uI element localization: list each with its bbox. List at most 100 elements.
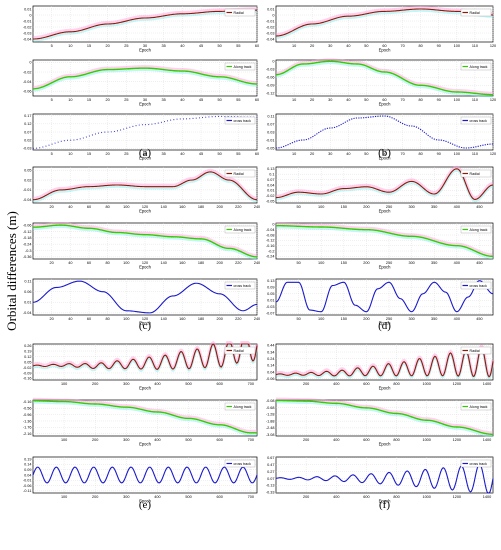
x-tick-label: 100: [61, 495, 67, 499]
panel-a: 5 10 15 20 25 30 35 40 45 50 55 600.010-0.01-0.02-0…: [23, 5, 259, 161]
x-tick-label: 50: [218, 44, 222, 48]
y-tick-label: 0.04: [267, 370, 274, 374]
observation-trace: [33, 401, 257, 436]
series-line: [275, 115, 494, 149]
x-tick-label: 100: [454, 152, 460, 156]
panel-c: 20 40 60 80 100 120 140 160 180 200 220 240 0.05 0.02…: [23, 166, 260, 332]
series-line: [275, 8, 494, 37]
observation-trace: [32, 172, 258, 203]
legend-label: Radial: [234, 172, 244, 176]
y-tick-label: 0.1: [269, 173, 274, 177]
x-tick-label: 100: [454, 44, 460, 48]
y-tick-label: -0.16: [23, 400, 32, 404]
y-tick-label: -0.06: [266, 76, 275, 80]
series-line: [32, 115, 257, 149]
x-tick-label: 200: [303, 438, 309, 442]
y-tick-label: -0.96: [23, 413, 32, 417]
y-tick-label: -0.02: [23, 366, 32, 370]
x-tick-label: 400: [454, 317, 460, 321]
subplot-along-track: 5 10 15 20 25 30 35 40 45 50 55 60 0 -0.02 -0.04 -0.06 E…: [23, 59, 259, 107]
x-axis-title: Epoch: [139, 156, 152, 161]
y-tick-label: -0.12: [266, 92, 275, 96]
x-tick-label: 55: [236, 152, 240, 156]
y-tick-label: -0.08: [266, 233, 275, 237]
x-tick-label: 50: [364, 152, 368, 156]
legend-label: Along track: [470, 65, 488, 69]
subplot-along-track: 100 200 300 400 500 600 700 -0.16 -0.56 -0.96 -1.3…: [23, 397, 258, 447]
y-tick-label: -0.03: [23, 147, 32, 151]
x-axis-title: Epoch: [379, 386, 392, 391]
subplot-cross-track: 20 40 60 80 100 120 140 160 180 200 220 240 0.11 0.06…: [23, 278, 260, 326]
y-tick-label: -0.03: [266, 68, 275, 72]
x-tick-label: 1000: [422, 495, 430, 499]
observation-trace: [275, 62, 494, 98]
x-tick-label: 35: [162, 44, 166, 48]
y-tick-label: 0.11: [24, 279, 31, 283]
observation-trace: [276, 222, 494, 257]
legend: Radial: [224, 346, 256, 355]
y-tick-label: -0.05: [266, 200, 275, 204]
x-tick-label: 110: [472, 44, 478, 48]
x-tick-label: 200: [92, 495, 98, 499]
x-tick-label: 200: [92, 438, 98, 442]
panel-label: (c): [139, 320, 152, 332]
x-tick-label: 55: [236, 44, 240, 48]
x-tick-label: 40: [346, 152, 350, 156]
legend-label: Along track: [470, 405, 488, 409]
legend: Radial: [224, 169, 256, 178]
x-tick-label: 80: [106, 261, 110, 265]
x-tick-label: 350: [431, 205, 437, 209]
panel-label: (b): [378, 147, 391, 159]
subplot-cross-track: 100 200 300 400 500 600 700 0.19 0.140.090.04 -0.…: [23, 456, 258, 504]
y-tick-label: -0.12: [266, 239, 275, 243]
y-tick-label: -0.01: [266, 138, 275, 142]
x-axis-title: Epoch: [139, 442, 152, 447]
x-axis-title: Epoch: [379, 321, 392, 326]
x-tick-label: 100: [318, 205, 324, 209]
x-tick-label: 400: [333, 438, 339, 442]
x-tick-label: 220: [235, 317, 241, 321]
y-tick-label: -0.09: [266, 84, 275, 88]
x-tick-label: 240: [254, 205, 260, 209]
y-tick-label: 0.24: [267, 357, 274, 361]
x-tick-label: 450: [476, 261, 482, 265]
subplot-radial: 5 10 15 20 25 30 35 40 45 50 55 60 0.01 0 -0.01 -0.02 -0…: [23, 5, 259, 53]
x-tick-label: 180: [198, 317, 204, 321]
y-tick-label: 0.01: [267, 189, 274, 193]
x-tick-label: 90: [437, 152, 441, 156]
y-tick-label: 0.07: [267, 477, 274, 481]
x-tick-label: 1400: [483, 495, 491, 499]
x-tick-label: 240: [254, 261, 260, 265]
x-tick-label: 100: [123, 261, 129, 265]
x-axis-title: Epoch: [379, 156, 392, 161]
x-tick-label: 600: [216, 495, 222, 499]
x-tick-label: 1400: [483, 438, 491, 442]
x-tick-label: 200: [363, 317, 369, 321]
y-tick-label: -0.04: [23, 37, 32, 41]
x-tick-label: 80: [106, 205, 110, 209]
y-tick-label: 0.05: [267, 292, 274, 296]
x-tick-label: 700: [248, 438, 254, 442]
x-tick-label: 600: [216, 438, 222, 442]
legend-label: Along track: [234, 405, 252, 409]
x-tick-label: 20: [310, 98, 314, 102]
y-tick-label: 0.07: [267, 122, 274, 126]
x-tick-label: 60: [87, 261, 91, 265]
y-tick-label: 0.34: [267, 350, 274, 354]
x-tick-label: 300: [123, 438, 129, 442]
x-tick-label: 15: [87, 98, 91, 102]
x-tick-label: 20: [310, 152, 314, 156]
y-tick-label: 0.09: [24, 468, 31, 472]
x-tick-label: 800: [393, 495, 399, 499]
x-tick-label: 300: [408, 261, 414, 265]
subplot-along-track: 50 100 150 200 250 300 350 400 450 0-0.04-0.08 -0.…: [266, 222, 494, 270]
series-line: [32, 466, 258, 484]
y-tick-label: -0.02: [266, 25, 275, 29]
x-tick-label: 40: [346, 98, 350, 102]
x-tick-label: 350: [431, 317, 437, 321]
y-tick-label: 0.13: [267, 167, 274, 171]
x-tick-label: 70: [400, 98, 404, 102]
x-tick-label: 10: [292, 44, 296, 48]
x-tick-label: 60: [382, 44, 386, 48]
observation-trace: [275, 347, 494, 381]
